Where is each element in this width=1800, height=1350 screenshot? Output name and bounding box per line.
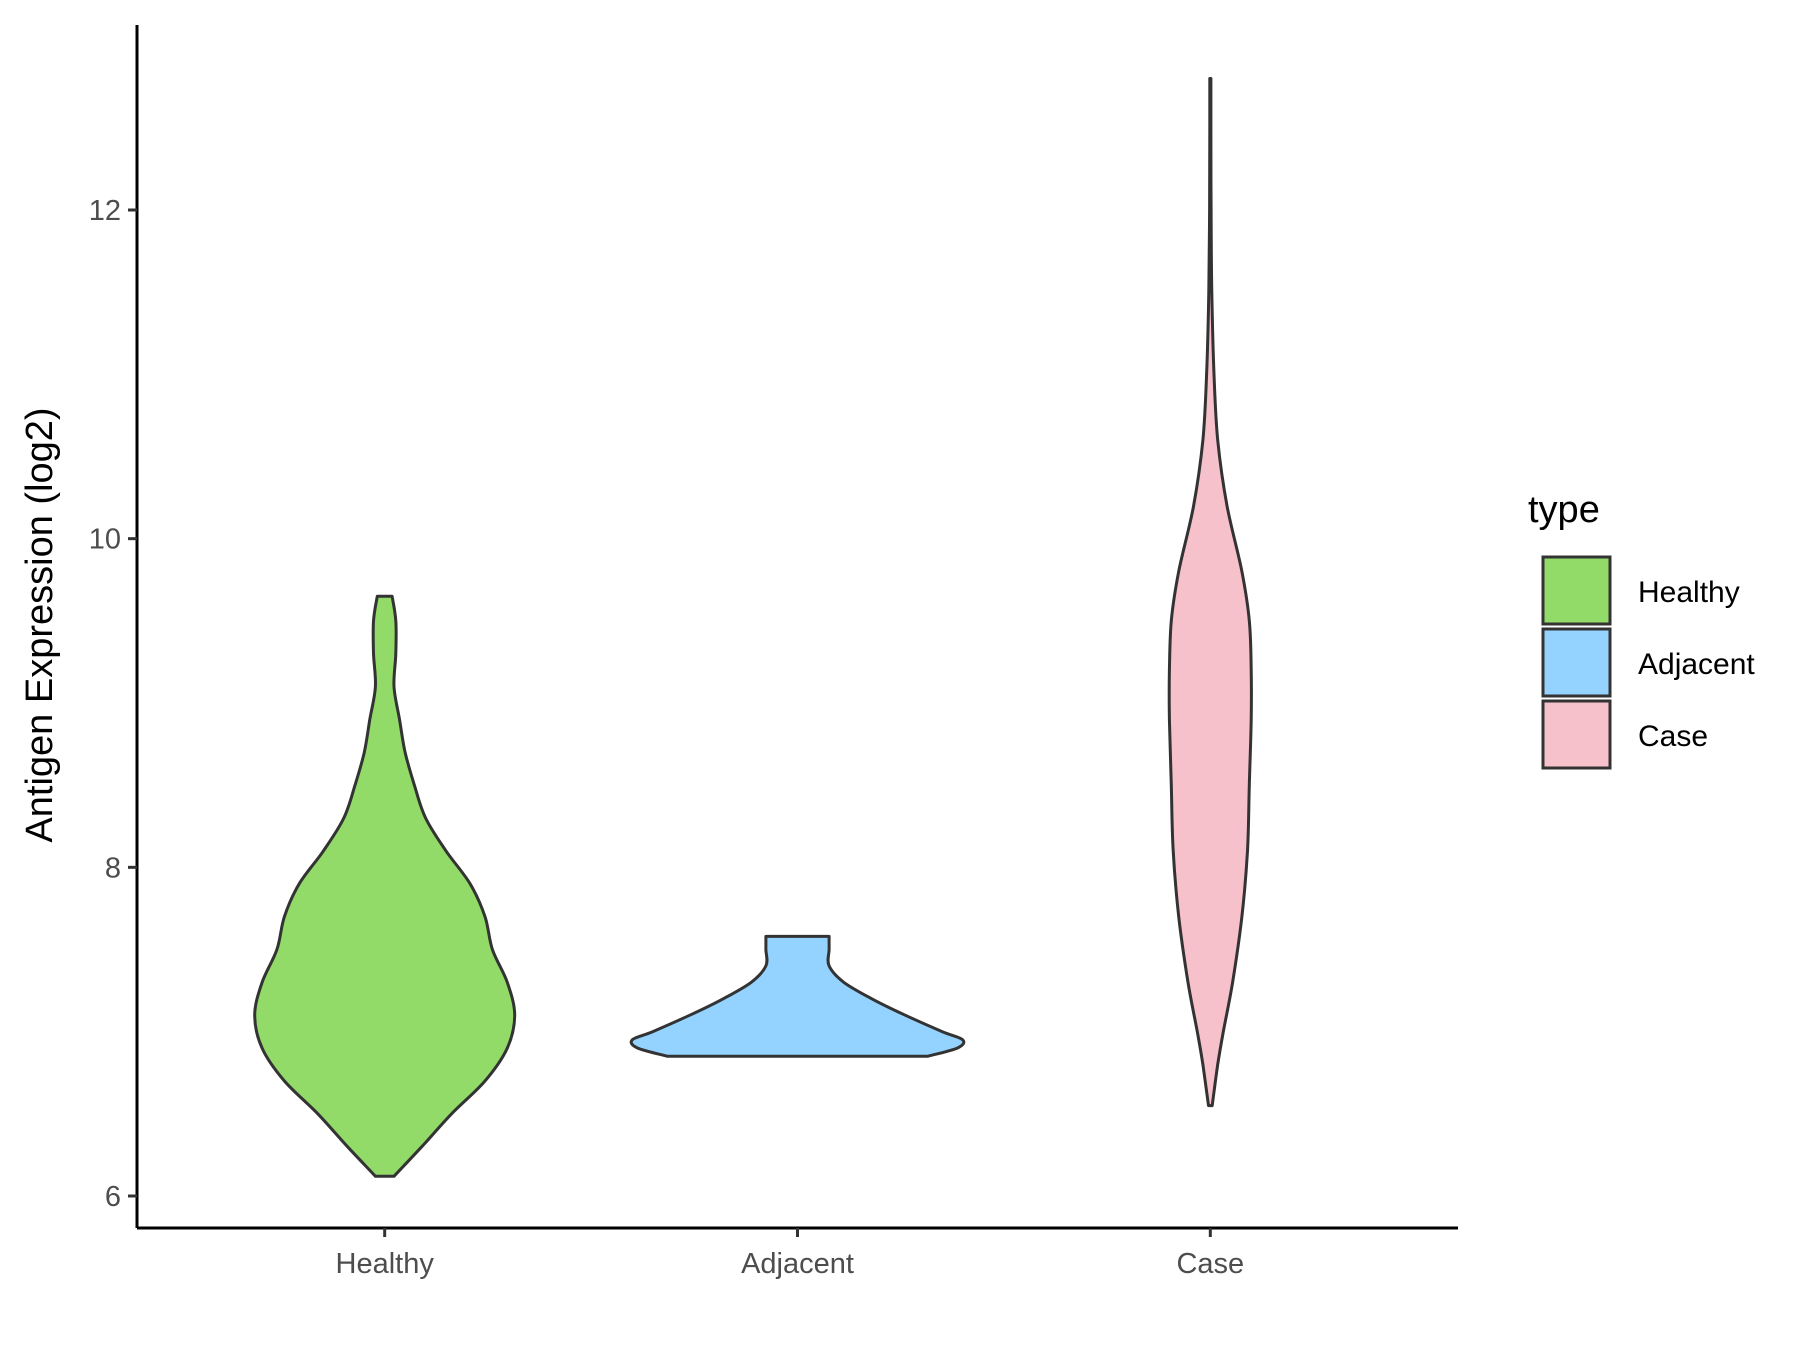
y-axis-title: Antigen Expression (log2) (19, 407, 61, 842)
x-tick-label: Healthy (336, 1248, 435, 1280)
legend-swatch-adjacent (1541, 627, 1612, 698)
x-tick-label: Case (1176, 1248, 1244, 1280)
legend-label-case: Case (1638, 720, 1708, 753)
legend-title: type (1528, 489, 1600, 531)
violin-healthy (253, 594, 517, 1178)
violin-layer (253, 77, 1253, 1178)
y-tick-label: 6 (105, 1181, 121, 1213)
legend-items: Healthy Adjacent Case (1541, 555, 1755, 770)
y-axis-ticks: 6 8 10 12 (89, 195, 137, 1213)
legend-swatch-healthy (1541, 555, 1612, 626)
legend-swatch-case (1541, 699, 1612, 770)
legend-label-healthy: Healthy (1638, 576, 1740, 609)
violin-adjacent (629, 934, 966, 1058)
y-tick-label: 12 (89, 195, 121, 227)
x-tick-label: Adjacent (741, 1248, 854, 1280)
legend: type Healthy Adjacent Case (1528, 489, 1755, 770)
y-tick-label: 8 (105, 852, 121, 884)
x-axis-ticks: Healthy Adjacent Case (336, 1228, 1244, 1280)
y-tick-label: 10 (89, 524, 121, 556)
legend-label-adjacent: Adjacent (1638, 648, 1755, 681)
violin-case (1167, 77, 1253, 1108)
